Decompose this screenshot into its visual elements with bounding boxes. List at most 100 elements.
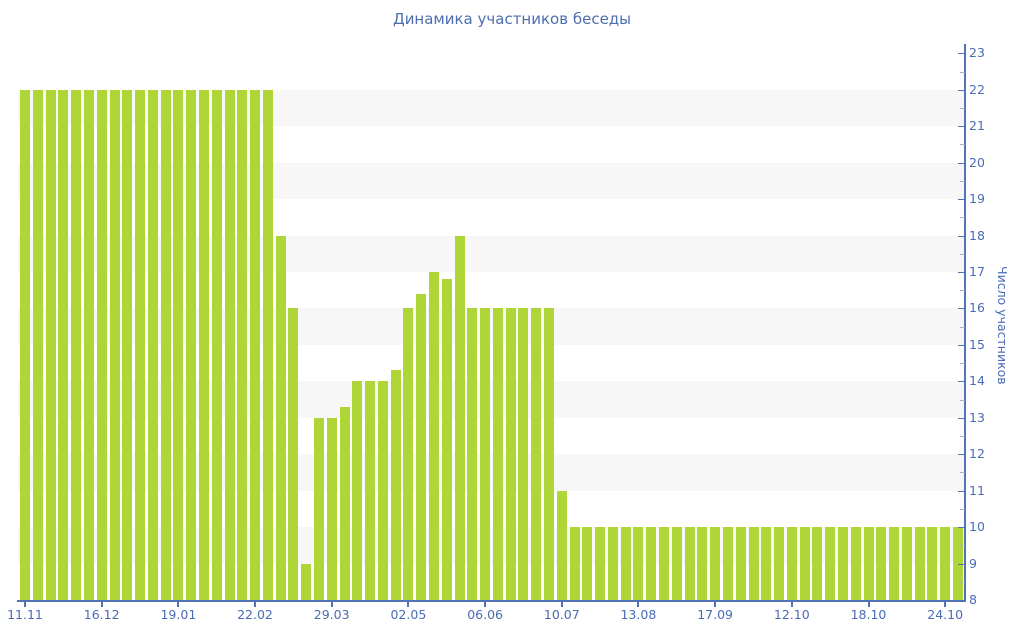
bar [544,308,554,600]
bar [952,527,963,600]
bar [697,527,708,600]
x-tick-label: 10.07 [543,607,580,622]
bar [863,527,874,600]
y-tick-label: 17 [969,263,985,279]
bar [595,527,606,600]
bar [339,406,350,600]
y-axis-minor-tick [960,545,965,547]
bar [927,527,938,600]
x-tick-label: 16.12 [83,607,120,622]
bar [799,527,810,600]
bar [518,308,529,600]
bar [889,527,899,600]
bar [20,89,30,600]
bar [492,308,503,600]
y-tick-label: 19 [969,191,985,206]
bar [83,89,94,600]
bar [876,527,887,600]
bar [109,89,120,600]
bar [32,89,43,600]
x-axis-tick [330,602,333,607]
y-axis-tick [958,344,965,346]
y-axis-tick [958,381,965,383]
bar [237,89,248,600]
x-axis-tick [867,602,870,607]
y-axis-tick [958,563,965,565]
chart-title: Динамика участников беседы [392,10,632,28]
y-axis-minor-tick [960,399,965,401]
bar [211,89,222,600]
x-axis-tick [100,602,103,607]
y-tick-label: 9 [969,555,977,571]
bar [288,308,299,600]
x-axis-line [17,600,966,602]
bar [582,527,593,600]
x-tick-label: 24.10 [927,607,964,622]
bar [646,527,657,600]
y-axis-title: Число участников [995,266,1010,385]
bar [761,527,772,600]
y-axis-minor-tick [960,290,965,292]
x-tick-label: 11.11 [7,607,43,622]
bar [250,89,260,600]
bar [774,527,784,600]
x-tick-label: 18.10 [850,607,887,622]
y-axis-tick [958,454,965,456]
y-tick-label: 11 [969,482,985,498]
bar [224,89,235,600]
y-axis-tick [958,89,965,91]
y-axis-minor-tick [960,180,965,182]
x-tick-label: 13.08 [620,607,657,622]
x-tick-label: 17.09 [697,607,733,622]
bar [607,527,618,600]
bar [122,89,133,600]
bar [365,381,376,600]
bar [850,527,861,600]
bar [748,527,759,600]
bar [326,417,337,601]
bar [901,527,912,600]
bar [710,527,721,600]
bar [186,89,197,600]
y-axis-tick [958,199,965,200]
bar [684,527,695,600]
x-axis-tick [944,602,947,607]
bar [45,89,56,600]
x-tick-label: 29.03 [313,607,350,622]
y-axis-minor-tick [960,508,965,510]
x-axis-tick [407,602,410,607]
x-axis-tick [254,602,256,607]
y-axis-tick [958,527,965,529]
y-tick-label: 8 [969,592,977,607]
bar [812,527,823,600]
y-axis-minor-tick [960,144,965,146]
y-axis-minor-tick [960,581,965,583]
bar [275,235,286,600]
y-axis-minor-tick [960,253,965,255]
y-tick-label: 10 [969,519,985,535]
y-axis-tick [958,235,965,237]
y-axis-minor-tick [960,436,965,437]
x-axis-tick [24,602,26,607]
bar [531,308,542,600]
bar [390,370,401,600]
y-tick-label: 15 [969,336,985,352]
x-axis-tick [790,602,793,607]
bar [480,308,491,600]
bar [505,308,516,600]
bar [377,381,388,600]
bar [262,89,273,600]
bar [569,527,580,600]
bar [71,89,82,600]
bar [914,527,925,600]
y-axis-tick [958,600,965,601]
x-axis-tick [637,602,640,607]
y-tick-label: 12 [969,446,985,462]
bar [556,490,567,600]
y-axis-tick [958,53,965,55]
bar [147,89,158,600]
bar [722,527,733,600]
bar [620,527,631,600]
